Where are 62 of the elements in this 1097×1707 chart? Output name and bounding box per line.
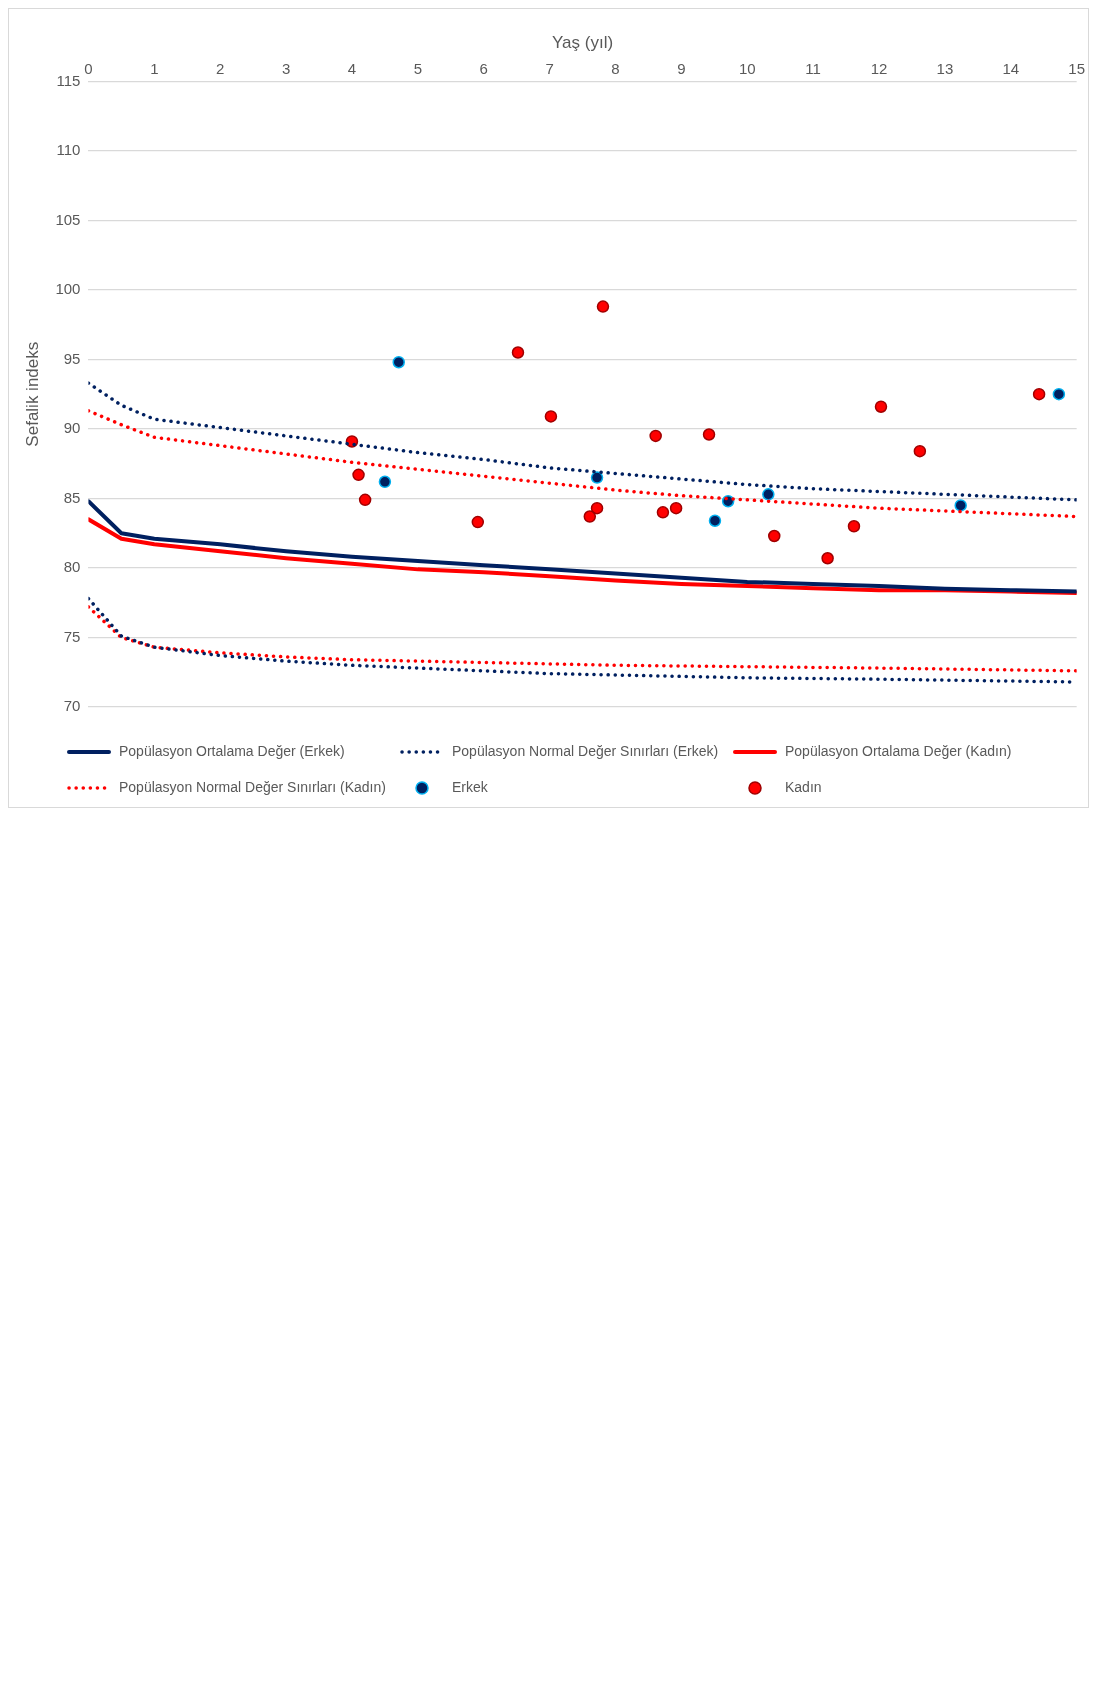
point [544, 410, 558, 423]
point [913, 444, 927, 458]
point [358, 493, 372, 507]
point [352, 468, 365, 482]
point [708, 514, 722, 527]
point [511, 346, 525, 359]
y-tick-label: 115 [56, 71, 81, 89]
point [821, 552, 834, 565]
x-tick-label: 8 [611, 59, 620, 77]
y-axis-title: Sefalik indeks [22, 341, 42, 447]
x-tick-label: 5 [413, 59, 423, 77]
x-tick-label: 11 [805, 59, 821, 77]
point [656, 506, 670, 519]
point [847, 520, 861, 533]
x-tick-label: 12 [870, 59, 888, 77]
point [596, 300, 610, 313]
legend-label: Kadın [785, 778, 822, 795]
point [471, 515, 485, 529]
legend-label: Popülasyon Normal Değer Sınırları (Kadın) [119, 778, 386, 795]
y-tick-label: 105 [55, 210, 81, 228]
y-tick-label: 110 [56, 141, 81, 159]
line-series [88, 409, 1077, 519]
point [392, 355, 405, 369]
y-tick-label: 100 [55, 280, 81, 298]
x-tick-label: 6 [479, 59, 488, 77]
legend-label: Popülasyon Ortalama Değer (Kadın) [785, 742, 1012, 759]
y-tick-label: 85 [63, 488, 81, 506]
point [649, 429, 662, 443]
x-tick-label: 15 [1068, 59, 1085, 77]
x-tick-label: 3 [281, 59, 291, 77]
x-tick-label: 9 [677, 59, 686, 77]
point [702, 428, 716, 441]
point [762, 488, 775, 501]
legend-label: Popülasyon Normal Değer Sınırları (Erkek) [452, 742, 719, 759]
x-tick-label: 14 [1002, 59, 1020, 77]
y-tick-label: 75 [63, 627, 81, 645]
x-tick-label: 2 [216, 59, 225, 77]
point [590, 501, 604, 515]
point [1032, 387, 1046, 401]
y-tick-label: 80 [63, 558, 81, 576]
x-tick-label: 0 [84, 59, 93, 77]
point [874, 400, 888, 413]
x-axis-title: Yaş (yıl) [552, 32, 614, 52]
point [669, 501, 683, 515]
point [378, 475, 392, 489]
x-tick-label: 4 [347, 59, 357, 77]
legend-label: Popülasyon Ortalama Değer (Erkek) [119, 742, 345, 759]
line-series [88, 381, 1077, 502]
point [954, 499, 967, 512]
y-tick-label: 95 [63, 349, 81, 367]
x-tick-label: 13 [936, 59, 954, 77]
line-series [88, 605, 1077, 673]
x-tick-label: 7 [545, 59, 554, 77]
x-tick-label: 10 [738, 59, 756, 77]
point [1052, 387, 1066, 401]
x-tick-label: 1 [150, 59, 159, 77]
y-tick-label: 70 [63, 697, 81, 715]
point [768, 529, 781, 543]
y-tick-label: 90 [63, 419, 81, 437]
point [583, 510, 597, 523]
legend-label: Erkek [452, 778, 489, 795]
point [590, 471, 604, 484]
